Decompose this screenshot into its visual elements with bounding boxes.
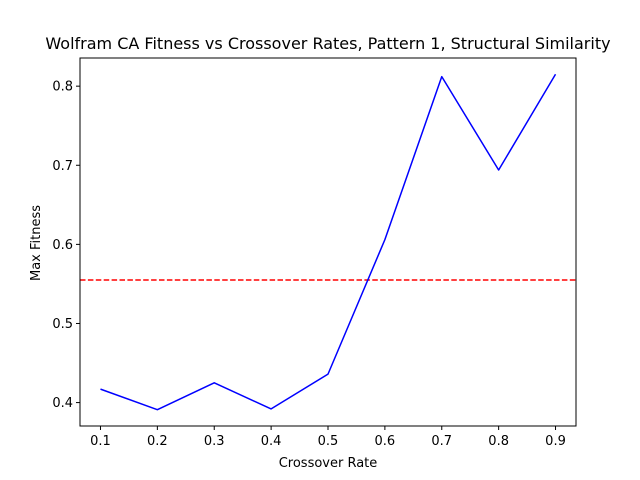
x-tick-label: 0.1 <box>90 434 111 449</box>
y-tick-label: 0.4 <box>52 396 73 411</box>
x-tick-label: 0.3 <box>204 434 225 449</box>
x-axis-label: Crossover Rate <box>279 456 378 471</box>
x-tick-label: 0.5 <box>318 434 339 449</box>
x-axis: 0.1 0.2 0.3 0.4 0.5 0.6 0.7 0.8 0.9 <box>90 426 566 449</box>
plot-area <box>80 73 576 411</box>
plot-frame <box>79 57 577 427</box>
y-tick-label: 0.6 <box>52 238 73 253</box>
x-tick-label: 0.9 <box>545 434 566 449</box>
y-tick-label: 0.8 <box>52 80 73 95</box>
x-tick-label: 0.4 <box>261 434 282 449</box>
y-tick-label: 0.5 <box>52 317 73 332</box>
series-line-1 <box>100 73 557 411</box>
x-tick-label: 0.8 <box>488 434 509 449</box>
y-tick-label: 0.7 <box>52 159 73 174</box>
y-axis: 0.4 0.5 0.6 0.7 0.8 <box>52 80 80 411</box>
chart-title: Wolfram CA Fitness vs Crossover Rates, P… <box>45 34 610 53</box>
y-axis-label: Max Fitness <box>29 205 44 281</box>
x-tick-label: 0.7 <box>431 434 452 449</box>
x-tick-label: 0.2 <box>147 434 168 449</box>
x-tick-label: 0.6 <box>375 434 396 449</box>
